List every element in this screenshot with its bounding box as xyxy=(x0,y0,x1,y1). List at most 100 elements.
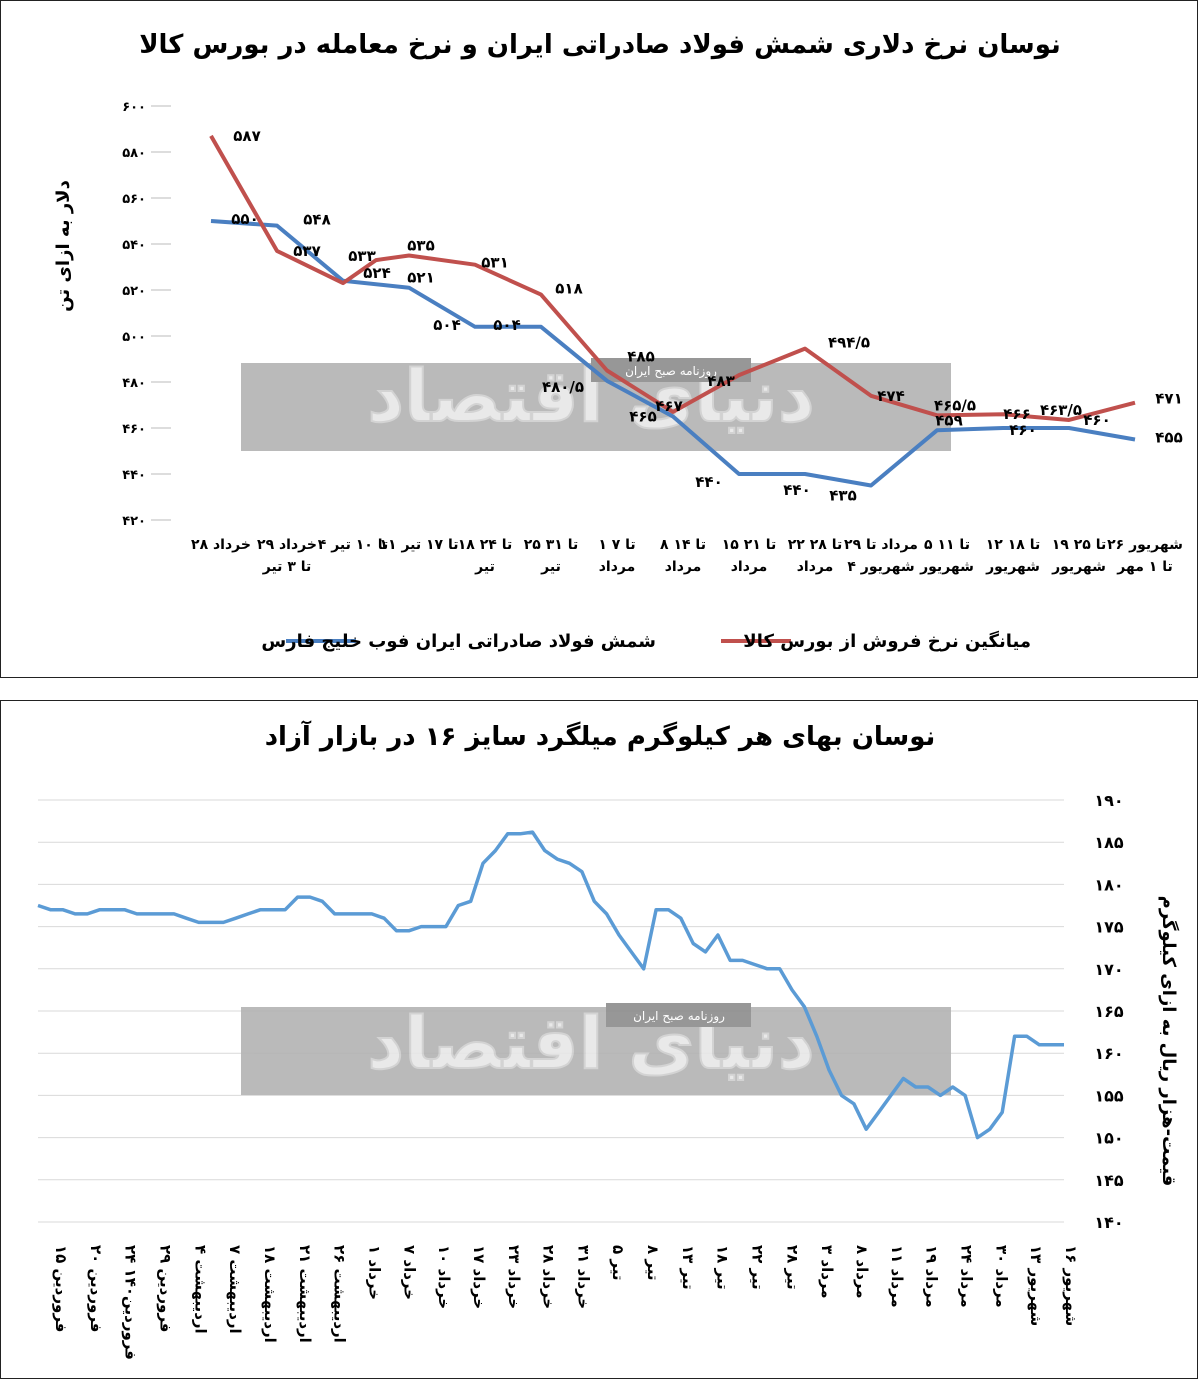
x-tick-label: ۷ اردیبهشت xyxy=(226,1245,244,1334)
y-tick-label: ۴۶۰ xyxy=(122,422,146,437)
x-tick-label: شهریور xyxy=(1051,559,1106,575)
x-tick-label: ۴ تا ۱۰ تیر xyxy=(318,537,388,553)
x-tick-label: ۱۷ خرداد xyxy=(470,1245,488,1309)
x-tick-label: ۱۶ شهریور xyxy=(1062,1245,1080,1326)
x-tick-label: ۲۹ خرداد xyxy=(257,537,317,553)
x-tick-label: ۱ خرداد xyxy=(365,1245,383,1300)
dollar-price-line-chart: دنیای اقتصاد روزنامه صبح ایران نوسان نرخ… xyxy=(1,1,1199,679)
x-tick-label: ۲۸ تیر xyxy=(783,1245,801,1290)
x-tick-label: ۱۸ تا ۲۴ xyxy=(458,537,512,553)
data-label: ۴۶۷ xyxy=(655,397,682,415)
y-tick-label: ۱۷۰ xyxy=(1094,960,1123,979)
y-tick-label: ۱۷۵ xyxy=(1094,918,1124,937)
data-label: ۴۸۵ xyxy=(627,348,654,366)
data-label: ۴۶۰ xyxy=(1009,421,1036,439)
x-tick-label: تیر xyxy=(474,559,495,575)
y-tick-label: ۴۴۰ xyxy=(122,468,146,483)
x-tick-label: ۲۹ مرداد تا xyxy=(844,537,918,553)
y-tick-label: ۱۴۵ xyxy=(1094,1171,1124,1190)
x-tick-label: ۲۱ اردیبهشت xyxy=(296,1245,314,1343)
x-tick-label: مرداد xyxy=(665,559,702,575)
x-tick-label: ۳۱ خرداد xyxy=(574,1245,592,1309)
x-tick-label: تیر xyxy=(540,559,561,575)
y-tick-label: ۱۵۰ xyxy=(1094,1129,1123,1148)
y-tick-label: ۴۲۰ xyxy=(122,514,146,529)
watermark-sub-text: روزنامه صبح ایران xyxy=(633,1009,725,1024)
x-tick-label: ۲۸ خرداد xyxy=(540,1245,558,1309)
x-tick-label: ۴ اردیبهشت xyxy=(191,1245,209,1334)
data-label: ۴۶۳/۵ xyxy=(1040,401,1082,419)
x-tick-label: ۱۱ تا ۱۷ تیر xyxy=(379,537,458,553)
x-tick-label: ۱۵ فروردین xyxy=(52,1245,70,1333)
x-tick-label: تا ۳ تیر xyxy=(262,559,312,575)
watermark: دنیای اقتصاد روزنامه صبح ایران xyxy=(241,1001,951,1095)
y-tick-label: ۵۴۰ xyxy=(122,238,146,253)
data-label: ۵۰۴ xyxy=(493,316,520,334)
x-tick-label: ۵ تا ۱۱ xyxy=(924,537,970,553)
x-tick-label: ۱۸ تیر xyxy=(714,1245,732,1290)
x-axis-ticks: ۱۵ فروردین ۲۰ فروردین ۲۴ فروردین۱۴۰ ۲۹ فرور… xyxy=(52,1245,1080,1360)
legend-label-red: میانگین نرخ فروش از بورس کالا xyxy=(743,630,1031,652)
x-tick-label: مرداد xyxy=(731,559,768,575)
data-label: ۵۵۰ xyxy=(231,210,258,228)
x-tick-label: ۲۳ خرداد xyxy=(505,1245,523,1309)
x-tick-label: ۴ شهریور xyxy=(847,559,914,575)
data-label: ۵۳۷ xyxy=(293,242,320,260)
x-tick-label: ۲۹ فروردین xyxy=(156,1245,174,1333)
data-label: ۴۸۰/۵ xyxy=(542,378,584,396)
data-label: ۵۳۳ xyxy=(348,247,375,265)
data-label: ۵۱۸ xyxy=(555,280,582,298)
x-tick-label: ۲۶ شهریور xyxy=(1107,537,1183,553)
x-tick-label: ۱ تا ۷ xyxy=(598,537,635,553)
data-label: ۴۴۰ xyxy=(695,473,722,491)
y-tick-label: ۱۸۰ xyxy=(1094,875,1123,894)
x-tick-label: ۸ تیر xyxy=(644,1245,662,1280)
x-tick-label: ۵ تیر xyxy=(609,1245,627,1280)
x-tick-label: ۱۹ تا ۲۵ xyxy=(1052,537,1106,553)
bottom-chart-panel: دنیای اقتصاد روزنامه صبح ایران نوسان بها… xyxy=(0,700,1198,1379)
x-tick-label: ۲۸ خرداد xyxy=(191,537,251,553)
x-tick-label: ۱۳ تیر xyxy=(679,1245,697,1290)
x-tick-label: ۱۳ شهریور xyxy=(1027,1245,1045,1326)
chart-title: نوسان نرخ دلاری شمش فولاد صادراتی ایران … xyxy=(139,30,1061,60)
data-label: ۵۸۷ xyxy=(233,127,260,145)
data-label: ۴۶۵ xyxy=(629,408,656,426)
data-label: ۴۴۰ xyxy=(783,481,810,499)
x-tick-label: تا ۱ مهر xyxy=(1116,559,1172,575)
x-tick-label: ۱۸ اردیبهشت xyxy=(261,1245,279,1343)
legend: میانگین نرخ فروش از بورس کالا شمش فولاد … xyxy=(261,630,1031,652)
x-tick-label: ۳۰ مرداد xyxy=(992,1245,1010,1308)
y-tick-label: ۱۸۵ xyxy=(1094,833,1124,852)
x-tick-label: ۲۰ فروردین xyxy=(87,1245,105,1333)
top-chart-panel: دنیای اقتصاد روزنامه صبح ایران نوسان نرخ… xyxy=(0,0,1198,678)
data-label: ۴۶۵/۵ xyxy=(934,396,976,414)
y-axis-label: قیمت-هزار ریال به ازای کیلوگرم xyxy=(1158,896,1180,1187)
x-tick-label: ۲۶ اردیبهشت xyxy=(331,1245,349,1343)
x-tick-label: ۲۴ فروردین۱۴۰ xyxy=(122,1245,140,1360)
y-tick-label: ۱۵۵ xyxy=(1094,1086,1124,1105)
watermark-sub-text: روزنامه صبح ایران xyxy=(625,364,717,379)
y-tick-label: ۱۶۵ xyxy=(1094,1002,1124,1021)
x-tick-label: شهریور xyxy=(919,559,974,575)
watermark: دنیای اقتصاد روزنامه صبح ایران xyxy=(241,354,951,451)
y-tick-label: ۱۹۰ xyxy=(1094,791,1123,810)
data-label: ۴۸۳ xyxy=(707,372,734,390)
data-label: ۴۵۵ xyxy=(1155,429,1182,447)
x-tick-label: ۳ مرداد xyxy=(818,1245,836,1299)
data-label: ۴۶۰ xyxy=(1083,411,1110,429)
x-tick-label: مرداد xyxy=(599,559,636,575)
y-tick-label: ۵۶۰ xyxy=(122,192,146,207)
chart-title: نوسان بهای هر کیلوگرم میلگرد سایز ۱۶ در … xyxy=(265,720,936,752)
y-tick-label: ۵۸۰ xyxy=(122,146,146,161)
y-tick-label: ۱۴۰ xyxy=(1094,1213,1123,1232)
x-tick-label: ۸ تا ۱۴ xyxy=(660,537,706,553)
y-tick-label: ۶۰۰ xyxy=(122,100,146,115)
x-tick-label: ۱۰ خرداد xyxy=(435,1245,453,1309)
x-tick-label: ۲۵ تا ۳۱ xyxy=(524,537,578,553)
data-label: ۵۴۸ xyxy=(303,211,330,229)
legend-label-blue: شمش فولاد صادراتی ایران فوب خلیج فارس xyxy=(261,631,656,652)
data-label: ۴۷۱ xyxy=(1155,390,1182,408)
x-tick-label: ۱۹ مرداد xyxy=(923,1245,941,1308)
